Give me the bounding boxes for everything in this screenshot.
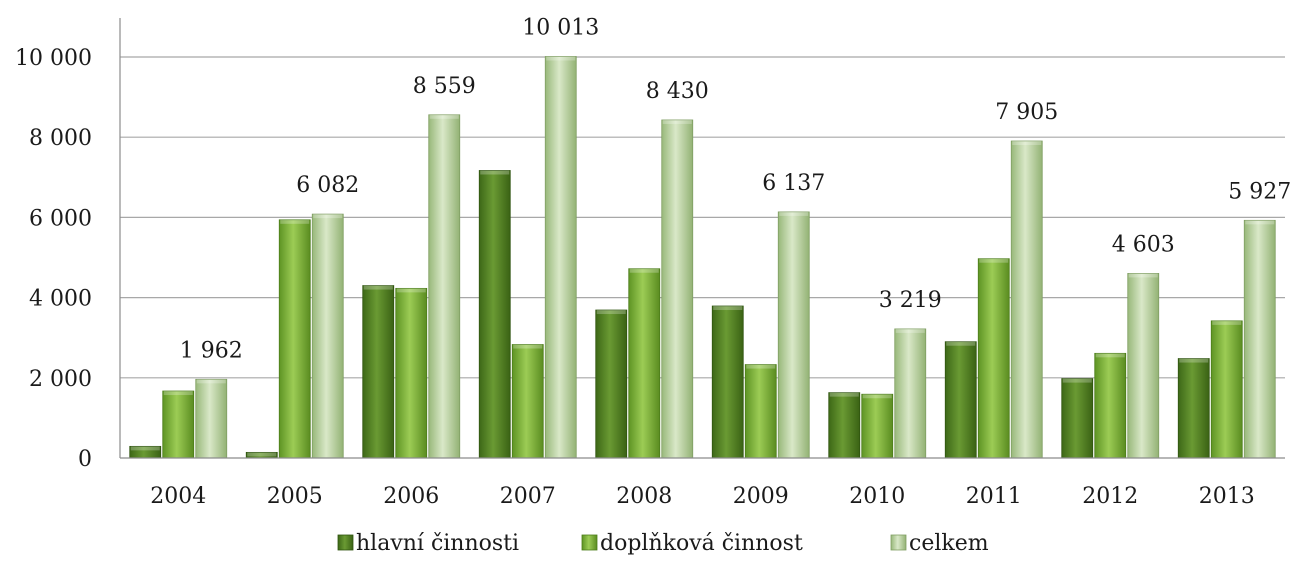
- bar-celkem-2011: [1010, 140, 1043, 459]
- bar-doplnkova-2010: [861, 393, 894, 459]
- bar-highlight: [247, 452, 277, 457]
- bar-celkem-2009: [777, 211, 810, 459]
- bar-highlight: [662, 119, 692, 124]
- bar-celkem-2010: [894, 328, 927, 459]
- bar-highlight: [313, 214, 343, 219]
- x-tick-label: 2012: [1082, 484, 1138, 509]
- x-tick-label: 2006: [383, 484, 439, 509]
- data-label-celkem: 8 559: [413, 74, 476, 99]
- bar-highlight: [130, 446, 160, 451]
- bar-celkem-2008: [661, 119, 694, 459]
- bar-highlight: [1095, 353, 1125, 358]
- y-tick-label: 8 000: [29, 126, 92, 151]
- x-tick-label: 2004: [150, 484, 206, 509]
- bar-doplnkova-2008: [628, 268, 661, 459]
- data-label-celkem: 3 219: [879, 288, 942, 313]
- bar-highlight: [713, 306, 743, 311]
- data-label-celkem: 1 962: [180, 338, 243, 363]
- bar-hlavni-2012: [1061, 378, 1094, 459]
- bar-highlight: [429, 114, 459, 119]
- bar-highlight: [1128, 273, 1158, 278]
- bar-highlight: [946, 341, 976, 346]
- legend-swatch: [337, 534, 354, 551]
- bar-highlight: [163, 391, 193, 396]
- bar-highlight: [513, 344, 543, 349]
- bar-highlight: [1245, 220, 1275, 225]
- bar-doplnkova-2004: [162, 390, 195, 459]
- bar-highlight: [396, 288, 426, 293]
- data-label-celkem: 10 013: [522, 15, 599, 40]
- bar-highlight: [1179, 358, 1209, 363]
- bar-doplnkova-2007: [511, 344, 544, 459]
- legend-swatch: [890, 534, 907, 551]
- y-tick-label: 2 000: [29, 367, 92, 392]
- bar-hlavni-2006: [362, 285, 395, 459]
- bar-doplnkova-2012: [1094, 352, 1127, 459]
- bar-celkem-2012: [1127, 273, 1160, 459]
- data-label-celkem: 7 905: [995, 100, 1058, 125]
- y-tick-label: 10 000: [15, 46, 92, 71]
- legend: hlavní činnosti doplňková činnost celkem: [337, 531, 989, 556]
- bar-celkem-2013: [1243, 219, 1276, 459]
- legend-label: doplňková činnost: [600, 531, 803, 556]
- bar-highlight: [629, 268, 659, 273]
- bar-doplnkova-2006: [395, 287, 428, 459]
- bar-hlavni-2010: [828, 392, 861, 459]
- bar-highlight: [829, 392, 859, 397]
- bar-celkem-2004: [195, 378, 228, 459]
- bar-highlight: [895, 328, 925, 333]
- data-labels: 1 962 6 082 8 559 10 013 8 430 6 137 3 219 7 90…: [180, 15, 1291, 363]
- bar-celkem-2005: [311, 213, 344, 459]
- legend-label: celkem: [909, 531, 989, 556]
- x-tick-label: 2011: [966, 484, 1022, 509]
- bar-doplnkova-2009: [744, 364, 777, 459]
- y-axis: 0 2 000 4 000 6 000 8 000 10 000: [15, 18, 121, 472]
- bar-celkem-2007: [544, 56, 577, 459]
- bar-doplnkova-2011: [977, 258, 1010, 459]
- bar-hlavni-2011: [944, 341, 977, 459]
- data-label-celkem: 8 430: [646, 79, 709, 104]
- bar-highlight: [779, 211, 809, 216]
- legend-swatch: [581, 534, 598, 551]
- data-label-celkem: 6 082: [296, 173, 359, 198]
- bar-highlight: [1212, 320, 1242, 325]
- x-tick-label: 2008: [616, 484, 672, 509]
- x-tick-label: 2010: [849, 484, 905, 509]
- bar-celkem-2006: [428, 114, 461, 459]
- bar-hlavni-2008: [595, 309, 628, 459]
- y-tick-label: 0: [78, 447, 92, 472]
- bar-doplnkova-2013: [1210, 320, 1243, 459]
- bar-hlavni-2009: [711, 305, 744, 459]
- x-axis: 2004 2005 2006 2007 2008 2009 2010 2011 2012 2013: [120, 457, 1285, 509]
- bar-highlight: [1012, 141, 1042, 146]
- bar-highlight: [1062, 378, 1092, 383]
- data-label-celkem: 4 603: [1112, 232, 1175, 257]
- x-tick-label: 2005: [267, 484, 323, 509]
- bar-highlight: [363, 285, 393, 290]
- bar-hlavni-2013: [1177, 358, 1210, 459]
- x-tick-label: 2009: [733, 484, 789, 509]
- x-tick-label: 2007: [500, 484, 556, 509]
- bar-highlight: [280, 219, 310, 224]
- x-tick-label: 2013: [1199, 484, 1255, 509]
- bar-highlight: [596, 310, 626, 315]
- bar-highlight: [746, 364, 776, 369]
- data-label-celkem: 5 927: [1228, 179, 1291, 204]
- bar-highlight: [546, 56, 576, 61]
- bars: [129, 56, 1276, 459]
- bar-highlight: [979, 258, 1009, 263]
- legend-label: hlavní činnosti: [356, 531, 519, 556]
- bar-highlight: [196, 379, 226, 384]
- data-label-celkem: 6 137: [762, 171, 825, 196]
- bar-highlight: [480, 170, 510, 175]
- y-tick-label: 4 000: [29, 287, 92, 312]
- y-tick-label: 6 000: [29, 206, 92, 231]
- bar-hlavni-2007: [478, 170, 511, 459]
- bar-doplnkova-2005: [278, 219, 311, 459]
- bar-highlight: [862, 394, 892, 399]
